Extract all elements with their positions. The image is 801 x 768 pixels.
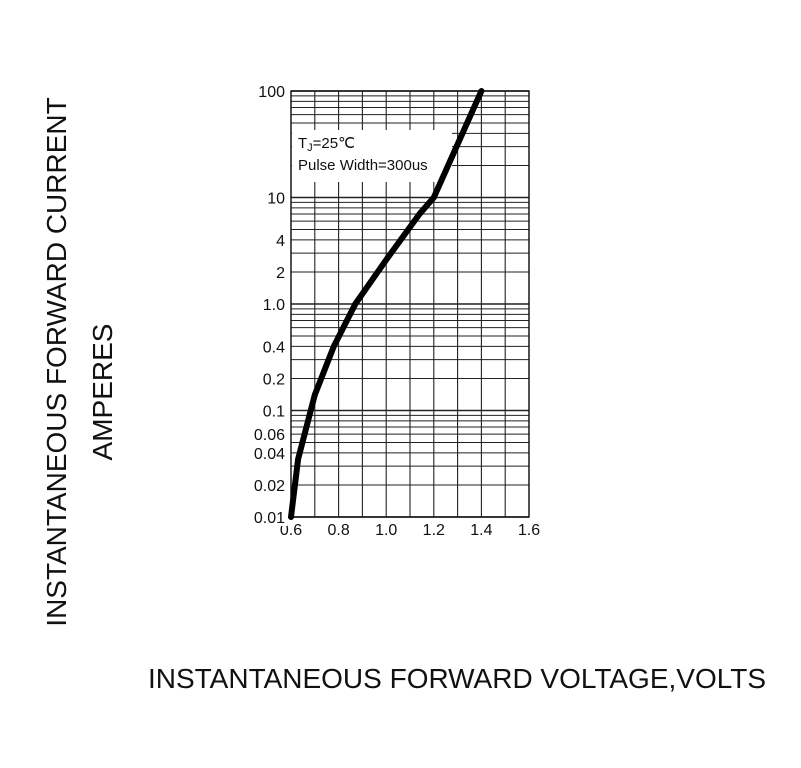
y-axis-units: AMPERES <box>87 324 118 461</box>
y-tick-label: 100 <box>258 84 285 101</box>
x-tick-label: 0.6 <box>280 522 302 539</box>
y-tick-label-bg <box>246 188 287 207</box>
y-tick-label-bg <box>246 425 287 444</box>
y-axis-title: INSTANTANEOUS FORWARD CURRENT <box>41 97 72 626</box>
y-tick-label-bg <box>246 475 287 494</box>
y-tick-label-bg <box>246 443 287 462</box>
y-tick-label-bg <box>246 295 287 313</box>
curve-point <box>333 345 335 348</box>
series-layer <box>288 88 485 520</box>
y-tick-label: 4 <box>276 233 285 250</box>
annotation-box: TJ=25℃ Pulse Width=300us <box>292 130 452 182</box>
curve-point <box>314 394 316 396</box>
curve-point <box>354 303 357 305</box>
y-tick-label: 0.1 <box>263 404 285 421</box>
tj-rest: =25℃ <box>313 135 355 152</box>
tj-subscript: J <box>307 142 313 154</box>
x-tick-label: 0.8 <box>327 522 349 539</box>
curve-point <box>433 196 435 199</box>
curve-point <box>297 458 299 460</box>
curve-point <box>480 90 483 92</box>
x-tick-label: 1.2 <box>423 522 445 539</box>
curve-point <box>290 516 292 518</box>
x-tick-label: 1.0 <box>375 522 397 539</box>
y-tick-label: 0.01 <box>254 510 285 527</box>
y-tick-label: 0.06 <box>254 427 285 444</box>
x-tick-label: 1.6 <box>518 522 540 539</box>
y-tick-label: 0.04 <box>254 446 285 463</box>
y-tick-label-bg <box>246 401 287 420</box>
x-tick-label: 1.4 <box>470 522 492 539</box>
y-tick-label: 1.0 <box>263 297 285 314</box>
y-tick-label: 2 <box>276 265 285 282</box>
y-tick-label-bg <box>246 508 287 526</box>
y-tick-label-bg <box>246 369 287 388</box>
junction-temperature-label: TJ=25℃ <box>298 135 355 154</box>
tick-labels: 0.6 0.8 1.0 1.2 1.4 1.6 0.01 0.02 0.04 0.06 0.1 0.2… <box>246 82 540 539</box>
plot-frame <box>290 90 530 518</box>
y-tick-label-bg <box>246 262 287 281</box>
x-axis-title: INSTANTANEOUS FORWARD VOLTAGE,VOLTS <box>148 663 766 694</box>
y-tick-label-bg <box>246 230 287 249</box>
y-tick-label-bg <box>246 337 287 356</box>
y-tick-label: 0.02 <box>254 478 285 495</box>
y-tick-label: 10 <box>267 191 285 208</box>
curve-point <box>418 213 421 215</box>
curve-point <box>385 259 388 261</box>
tj-main: T <box>298 135 307 152</box>
pulse-width-label: Pulse Width=300us <box>298 157 428 174</box>
y-tick-label: 0.2 <box>263 371 285 388</box>
y-tick-label-bg <box>246 82 287 100</box>
y-tick-label: 0.4 <box>263 339 285 356</box>
